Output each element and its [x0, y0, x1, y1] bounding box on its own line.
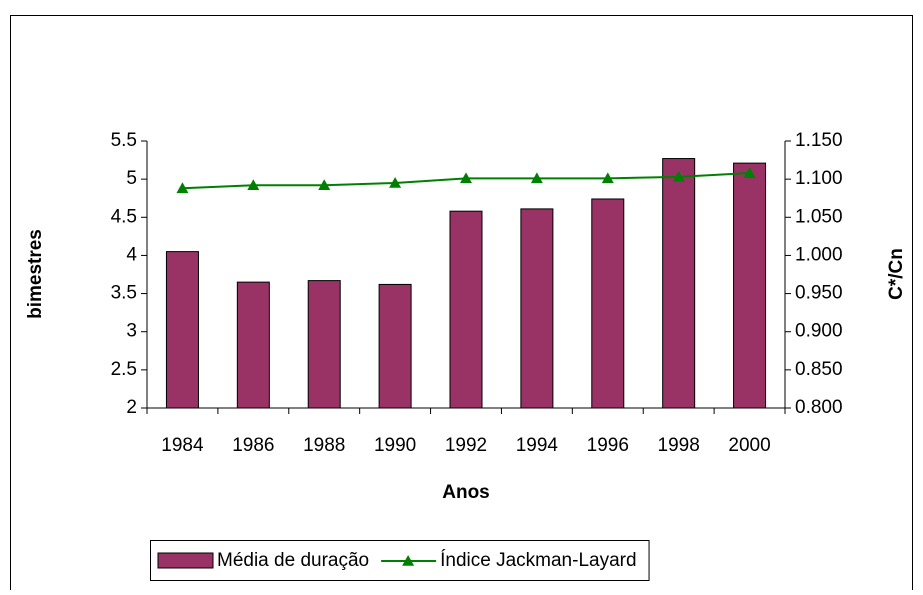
bar — [591, 198, 625, 409]
x-tick-label: 1994 — [516, 435, 559, 456]
x-tick-label: 1996 — [587, 435, 629, 456]
marker — [672, 170, 685, 182]
y2-tick-label: 0.850 — [795, 359, 843, 380]
y-tick-label: 3 — [126, 321, 137, 342]
bar — [165, 251, 199, 409]
y2-tick-label: 0.800 — [795, 397, 843, 418]
bar — [378, 283, 412, 409]
marker — [601, 172, 614, 184]
legend-label: Índice Jackman-Layard — [440, 550, 636, 571]
bar — [520, 208, 554, 409]
x-tick-label: 1992 — [445, 435, 487, 456]
legend: Média de duração Índice Jackman-Layard — [150, 540, 650, 581]
bar — [733, 162, 767, 409]
x-tick-label: 1984 — [161, 435, 204, 456]
y2-tick-label: 0.900 — [795, 321, 843, 342]
y2-tick-label: 0.950 — [795, 283, 843, 304]
bar — [307, 280, 341, 409]
marker — [460, 172, 472, 184]
marker — [247, 179, 260, 191]
marker — [176, 182, 189, 194]
y-tick-label: 5.5 — [111, 130, 137, 151]
y-tick-label: 2 — [126, 397, 137, 418]
x-tick-label: 1988 — [303, 435, 345, 456]
x-tick-label: 1986 — [232, 435, 274, 456]
y-tick-label: 4 — [126, 244, 137, 265]
legend-swatch — [157, 552, 214, 569]
marker — [389, 176, 402, 188]
marker — [318, 179, 331, 191]
x-tick-label: 1998 — [658, 435, 700, 456]
y2-tick-label: 1.150 — [795, 130, 843, 151]
y-tick-label: 3.5 — [111, 283, 137, 304]
y2-tick-label: 1.050 — [795, 206, 843, 227]
legend-label: Média de duração — [217, 550, 369, 571]
bar — [662, 158, 696, 409]
x-tick-label: 2000 — [728, 435, 770, 456]
y2-tick-label: 1.100 — [795, 168, 843, 189]
bar — [449, 210, 483, 409]
marker — [530, 172, 543, 184]
y-axis-title: bimestres — [25, 229, 46, 319]
y-tick-label: 4.5 — [111, 206, 137, 227]
y-tick-label: 5 — [126, 168, 137, 189]
y-tick-label: 2.5 — [111, 359, 137, 380]
x-axis-title: Anos — [442, 482, 490, 503]
marker — [743, 167, 756, 178]
x-tick-label: 1990 — [374, 435, 416, 456]
bar — [236, 281, 270, 409]
y2-tick-label: 1.000 — [795, 244, 843, 265]
y2-axis-title: C*/Cn — [886, 248, 907, 300]
legend-marker — [402, 555, 415, 566]
